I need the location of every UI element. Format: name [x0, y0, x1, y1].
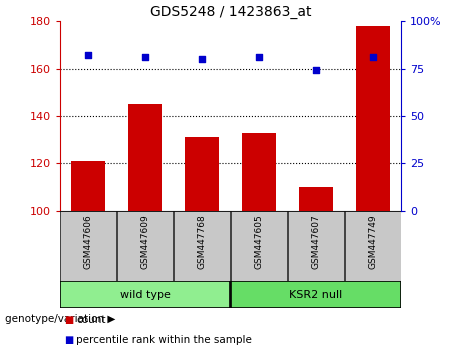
Text: ■: ■: [65, 315, 74, 325]
Text: GSM447607: GSM447607: [311, 214, 320, 269]
Bar: [288, 211, 343, 281]
Bar: [118, 211, 173, 281]
Text: GSM447605: GSM447605: [254, 214, 263, 269]
Text: ■: ■: [65, 335, 74, 345]
Bar: [345, 211, 401, 281]
Bar: [299, 187, 333, 211]
Text: GSM447609: GSM447609: [141, 214, 150, 269]
Point: [312, 68, 319, 73]
Text: GSM447606: GSM447606: [84, 214, 93, 269]
Title: GDS5248 / 1423863_at: GDS5248 / 1423863_at: [150, 5, 311, 19]
Bar: [128, 104, 162, 211]
Point: [198, 56, 206, 62]
Text: KSR2 null: KSR2 null: [289, 290, 343, 300]
Text: genotype/variation ▶: genotype/variation ▶: [5, 314, 115, 325]
Text: wild type: wild type: [120, 290, 171, 300]
Bar: [231, 281, 401, 308]
Point: [142, 55, 149, 60]
Bar: [185, 137, 219, 211]
Point: [85, 52, 92, 58]
Bar: [60, 211, 116, 281]
Text: GSM447749: GSM447749: [368, 214, 377, 269]
Bar: [355, 26, 390, 211]
Bar: [231, 211, 287, 281]
Bar: [71, 161, 106, 211]
Bar: [60, 281, 230, 308]
Text: percentile rank within the sample: percentile rank within the sample: [76, 335, 252, 345]
Bar: [174, 211, 230, 281]
Bar: [242, 132, 276, 211]
Point: [255, 55, 263, 60]
Text: count: count: [76, 315, 106, 325]
Text: GSM447768: GSM447768: [198, 214, 207, 269]
Point: [369, 55, 376, 60]
